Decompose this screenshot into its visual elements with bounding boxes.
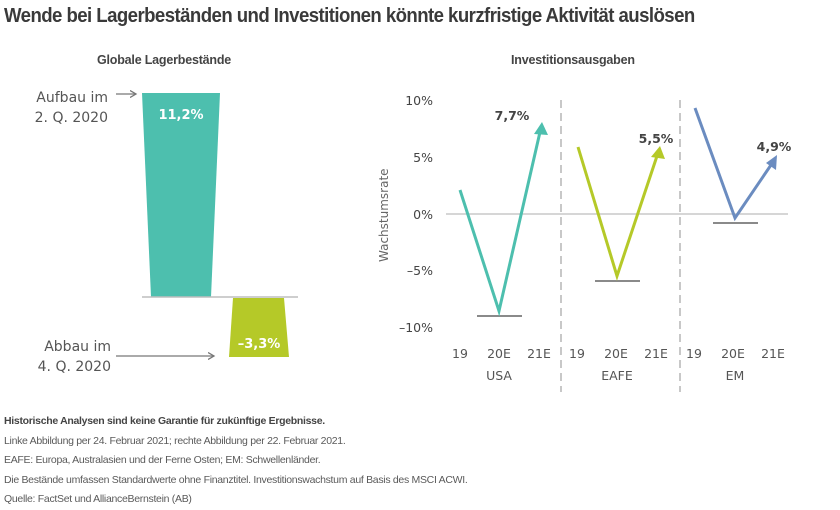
em-end-label: 4,9% [757,139,792,154]
y-tick: –10% [399,320,433,335]
disclaimer: Historische Analysen sind keine Garantie… [4,415,325,427]
bottom-annotation-line2: 4. Q. 2020 [38,359,111,375]
top-annotation-line2: 2. Q. 2020 [35,110,108,126]
usa-line [458,131,542,317]
x-tick: 20E [487,346,511,361]
bottom-annotation-line1: Abbau im [44,339,111,355]
chart-title: Wende bei Lagerbeständen und Investition… [4,5,695,27]
group-label-eafe: EAFE [601,368,633,383]
x-tick: 21E [761,346,785,361]
footnote: EAFE: Europa, Australasien und der Ferne… [4,454,321,467]
left-chart-subtitle: Globale Lagerbestände [97,53,232,67]
footnote: Die Bestände umfassen Standardwerte ohne… [4,473,468,486]
y-tick: –5% [407,263,433,278]
y-tick: 5% [413,150,433,165]
arrow-up-icon [766,155,777,170]
bar-positive [142,93,220,297]
top-annotation-line1: Aufbau im [36,90,108,106]
x-tick: 19 [569,346,585,361]
eafe-end-label: 5,5% [639,131,674,146]
arrow-up-icon [534,122,548,135]
x-tick: 20E [604,346,628,361]
group-label-usa: USA [486,368,512,383]
x-tick: 19 [452,346,468,361]
x-tick: 21E [644,346,668,361]
usa-end-label: 7,7% [495,108,530,123]
inventory-chart: 11,2% –3,3% Aufbau im 2. Q. 2020 Abbau i… [35,90,298,375]
eafe-line [576,146,659,281]
bar-negative-label: –3,3% [238,337,281,352]
bar-positive-label: 11,2% [158,108,203,123]
bar-negative [229,298,289,357]
capex-chart: Wachstumsrate 10% 5% 0% –5% –10% 7,7% 5,… [377,93,792,392]
x-tick: 19 [686,346,702,361]
y-tick: 0% [413,207,433,222]
source-note: Quelle: FactSet und AllianceBernstein (A… [4,493,192,506]
x-tick: 20E [721,346,745,361]
footnote: Linke Abbildung per 24. Februar 2021; re… [4,434,346,447]
y-tick: 10% [405,93,433,108]
arrow-up-icon [651,146,665,159]
footnotes: Historische Analysen sind keine Garantie… [4,412,468,510]
group-label-em: EM [726,368,745,383]
right-chart-subtitle: Investitionsausgaben [511,53,635,67]
x-tick: 21E [527,346,551,361]
y-axis-label: Wachstumsrate [377,168,391,262]
em-line [693,107,775,222]
